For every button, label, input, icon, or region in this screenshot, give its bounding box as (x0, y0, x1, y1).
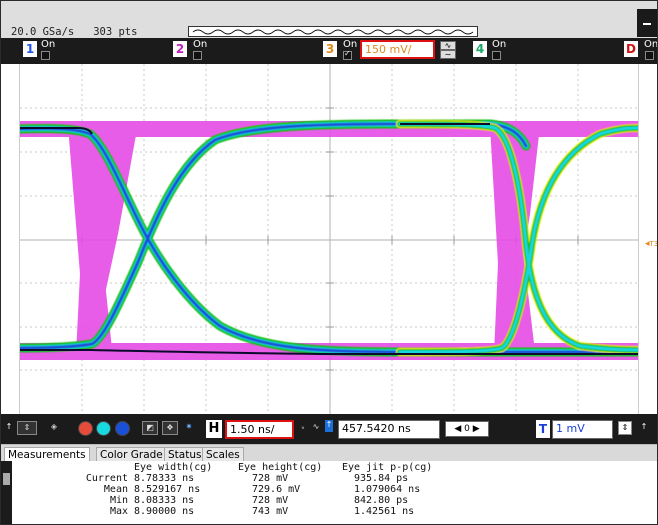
eye-core-traces (20, 123, 638, 355)
row-label: Min (109, 495, 128, 506)
table-cell: 935.84 ps (354, 473, 409, 484)
color-grade-red-button[interactable] (78, 421, 93, 436)
channel-3-on-label: On (343, 39, 358, 50)
channel-4-button[interactable]: 4 (473, 41, 487, 57)
control-bar: ↑ ⇕ ◈ ◩ ❖ ✷ H 1.50 ns/ ᵥ ∿ ↑ 457.5420 ns… (1, 414, 657, 444)
horizontal-label[interactable]: H (206, 420, 222, 438)
table-cell: 1.079064 ns (354, 484, 421, 495)
channel-3-button[interactable]: 3 (323, 41, 337, 57)
waveform-graticule[interactable] (19, 64, 639, 414)
vertical-position-knob-icon[interactable]: ◈ (50, 422, 58, 431)
row-label: Current (85, 473, 128, 484)
measurements-table: Eye width(cg) Eye height(cg) Eye jit p-p… (51, 462, 432, 517)
horizontal-ref-icon[interactable]: ᵥ (301, 422, 305, 431)
point-count: 303 pts (93, 26, 138, 38)
digital-channels-button[interactable]: D (624, 41, 638, 57)
table-header-row: Eye width(cg) Eye height(cg) Eye jit p-p… (51, 462, 432, 473)
trigger-level-marker-label: T3 (649, 240, 658, 248)
table-row: Current 8.78333 ns 728 mV 935.84 ps (51, 473, 432, 484)
navigation-control[interactable]: ◀ 0 ▶ (445, 421, 489, 437)
graticule-right-margin (639, 64, 657, 414)
table-cell: 8.08333 ns (134, 495, 195, 506)
minimize-button[interactable] (637, 9, 657, 37)
channel-2-button[interactable]: 2 (173, 41, 187, 57)
table-cell: 728 mV (252, 473, 289, 484)
display-mode-icon[interactable]: ◩ (142, 421, 158, 435)
trigger-level-stepper[interactable]: ⇕ (618, 421, 632, 435)
color-grade-blue-button[interactable] (115, 421, 130, 436)
channel-4-on-label: On (492, 39, 507, 50)
channel-3-scale-field[interactable]: 150 mV/ (360, 40, 435, 59)
channel-2-checkbox[interactable] (193, 51, 202, 60)
channel-bar: 1 On 2 On 3 On 150 mV/ ∿ ∼ 4 On D On (1, 38, 657, 64)
trigger-slope-icon[interactable]: ↑ (640, 422, 648, 431)
acquisition-info: 20.0 GSa/s 303 pts (11, 26, 137, 38)
table-row: Mean 8.529167 ns 729.6 mV 1.079064 ns (51, 484, 432, 495)
row-label: Max (109, 506, 128, 517)
sample-rate: 20.0 GSa/s (11, 26, 75, 38)
trigger-label[interactable]: T (536, 420, 550, 438)
position-reference-icon: ↑ (325, 420, 333, 432)
ch3-coupling-ac-icon[interactable]: ∿ (440, 41, 456, 50)
digital-on-label: On (644, 39, 658, 50)
channel-1-checkbox[interactable] (41, 51, 50, 60)
table-cell: 728 mV (252, 495, 289, 506)
table-cell: 8.90000 ns (134, 506, 195, 517)
tab-scales[interactable]: Scales (202, 447, 244, 462)
ch3-coupling-dc-icon[interactable]: ∼ (440, 50, 456, 59)
row-label: Mean (103, 484, 128, 495)
horizontal-scale-field[interactable]: 1.50 ns/ (225, 420, 294, 439)
navigation-value: 0 (464, 424, 470, 434)
eye-diagram (20, 64, 638, 414)
table-cell: 8.78333 ns (134, 473, 195, 484)
column-header-eye-height: Eye height(cg) (238, 462, 323, 473)
table-cell: 743 mV (252, 506, 289, 517)
table-row: Max 8.90000 ns 743 mV 1.42561 ns (51, 506, 432, 517)
graticule-left-margin (1, 64, 19, 414)
sweep-icon[interactable]: ∿ (312, 422, 320, 431)
table-cell: 1.42561 ns (354, 506, 415, 517)
vertical-scale-stepper[interactable]: ⇕ (17, 421, 37, 435)
measurements-panel: Eye width(cg) Eye height(cg) Eye jit p-p… (1, 461, 657, 524)
channel-3-checkbox[interactable] (343, 49, 352, 60)
scrollbar-thumb[interactable] (3, 473, 10, 485)
measurements-scrollbar[interactable] (1, 461, 12, 524)
tab-status[interactable]: Status (164, 447, 206, 462)
channel-1-on-label: On (41, 39, 56, 50)
autoscale-icon[interactable]: ✷ (185, 422, 193, 431)
horizontal-position-field[interactable]: 457.5420 ns (338, 420, 440, 439)
tab-measurements[interactable]: Measurements (4, 447, 90, 462)
column-header-eye-jitter: Eye jit p-p(cg) (342, 462, 433, 473)
persistence-icon[interactable]: ❖ (162, 421, 178, 435)
table-cell: 8.529167 ns (134, 484, 201, 495)
channel-2-on-label: On (193, 39, 208, 50)
channel-1-button[interactable]: 1 (23, 41, 37, 57)
run-indicator-icon: ↑ (5, 422, 13, 431)
table-row: Min 8.08333 ns 728 mV 842.80 ps (51, 495, 432, 506)
channel-4-checkbox[interactable] (492, 51, 501, 60)
table-cell: 842.80 ps (354, 495, 409, 506)
waveform-overview[interactable] (188, 26, 478, 37)
color-grade-cyan-button[interactable] (96, 421, 111, 436)
trigger-level-field[interactable]: 1 mV (552, 420, 613, 439)
column-header-eye-width: Eye width(cg) (134, 462, 213, 473)
digital-checkbox[interactable] (645, 51, 654, 60)
tab-color-grade[interactable]: Color Grade (96, 447, 167, 462)
table-cell: 729.6 mV (252, 484, 301, 495)
acquisition-strip: 20.0 GSa/s 303 pts (1, 1, 657, 38)
trigger-level-marker[interactable]: ◂T3 (645, 239, 658, 249)
eye-color-grade (20, 119, 638, 357)
results-tabs: Measurements Color Grade Status Scales (1, 444, 657, 462)
